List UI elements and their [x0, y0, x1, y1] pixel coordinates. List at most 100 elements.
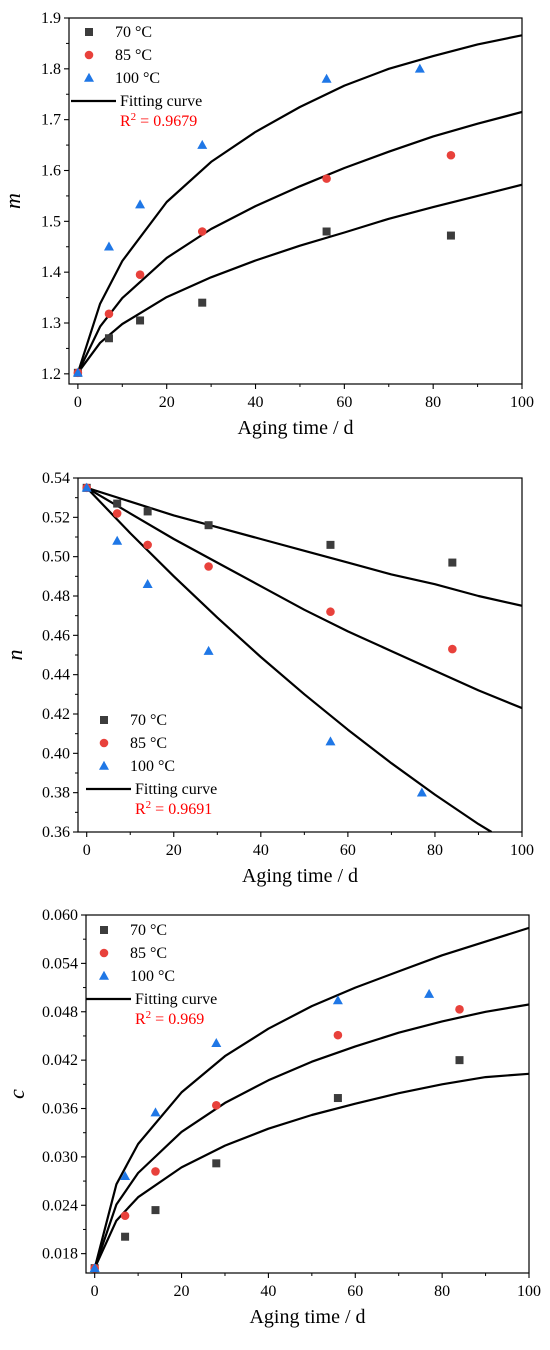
data-point — [197, 227, 207, 236]
x-tick-label: 20 — [166, 842, 182, 859]
data-point — [333, 1030, 343, 1040]
legend-marker — [100, 716, 108, 724]
legend-label: 85 °C — [130, 945, 167, 962]
data-point — [325, 736, 336, 746]
legend-marker — [100, 926, 108, 934]
data-point — [322, 174, 331, 183]
y-tick-label: 1.8 — [41, 61, 61, 78]
x-tick-label: 80 — [434, 1283, 450, 1300]
y-tick-label: 1.5 — [41, 213, 61, 230]
x-tick-label: 40 — [248, 394, 264, 411]
fit-curve-2 — [76, 110, 522, 374]
fit-curves — [76, 34, 522, 374]
data-point — [321, 73, 332, 83]
data-point — [204, 521, 213, 530]
y-tick-label: 0.42 — [42, 706, 70, 723]
legend-marker — [99, 760, 109, 770]
data-point — [89, 1262, 100, 1272]
x-tick-label: 20 — [159, 394, 175, 411]
y-tick-label: 0.48 — [42, 588, 70, 605]
y-tick-label: 1.7 — [41, 112, 61, 129]
data-point — [448, 644, 457, 654]
x-tick-label: 60 — [340, 842, 356, 859]
data-point — [332, 995, 343, 1005]
y-tick-label: 0.018 — [42, 1246, 78, 1263]
data-point — [104, 334, 113, 343]
y-tick-label: 1.4 — [41, 264, 61, 281]
legend-label: 100 °C — [130, 758, 175, 775]
legend-marker — [99, 738, 109, 748]
y-tick-label: 0.54 — [42, 470, 70, 487]
y-axis-label: n — [2, 650, 27, 661]
fit-curve-1 — [77, 183, 522, 374]
data-point — [211, 1100, 221, 1110]
x-tick-label: 80 — [425, 394, 441, 411]
data-point — [455, 1005, 464, 1014]
y-tick-label: 1.3 — [41, 315, 61, 332]
data-point — [143, 507, 152, 516]
data-point — [416, 787, 427, 797]
x-axis-label: Aging time / d — [237, 417, 353, 439]
data-point — [120, 1171, 131, 1181]
fit-curve-1 — [86, 486, 522, 607]
data-point — [212, 1159, 221, 1168]
plot-frame — [68, 17, 523, 385]
plot-frame — [85, 914, 530, 1274]
data-point — [142, 579, 153, 588]
data-point — [135, 199, 146, 209]
data-point — [203, 645, 214, 655]
fit-curve-1 — [93, 1072, 529, 1269]
x-tick-label: 80 — [427, 842, 443, 859]
x-tick-label: 60 — [336, 394, 352, 411]
data-point — [151, 1206, 160, 1215]
r-squared-annotation: R2 = 0.9691 — [135, 799, 212, 818]
x-tick-label: 100 — [510, 394, 534, 411]
data-point — [211, 1038, 222, 1048]
legend-label: 100 °C — [130, 968, 175, 985]
data-point — [198, 298, 207, 307]
data-point — [455, 1056, 464, 1065]
y-tick-label: 0.44 — [42, 667, 70, 684]
legend-marker — [84, 72, 94, 82]
legend-label: 70 °C — [130, 922, 167, 939]
data-point — [326, 540, 335, 549]
chart-panel-2: 0 20 40 60 80 100 0.36 0.38 0.40 0.42 0.44 0.46 0.48… — [2, 470, 534, 887]
data-point — [150, 1107, 161, 1117]
x-axis-label: Aging time / d — [249, 1306, 365, 1328]
y-axis-label: m — [0, 193, 25, 209]
data-point — [414, 63, 425, 73]
data-point — [333, 1094, 342, 1103]
y-tick-label: 0.030 — [42, 1149, 78, 1166]
fit-curve-2 — [93, 1003, 529, 1269]
y-tick-label: 0.060 — [42, 907, 78, 924]
data-point — [446, 231, 455, 240]
x-tick-label: 0 — [83, 842, 91, 859]
y-tick-label: 0.036 — [42, 1101, 78, 1118]
legend-fit-label: Fitting curve — [120, 93, 202, 110]
y-tick-label: 0.048 — [42, 1004, 78, 1021]
data-point — [112, 535, 123, 545]
data-point — [151, 1167, 160, 1176]
x-tick-label: 0 — [91, 1283, 99, 1300]
legend-marker — [84, 50, 94, 60]
legend-label: 70 °C — [130, 712, 167, 729]
data-point — [72, 367, 83, 377]
y-tick-label: 0.52 — [42, 509, 70, 526]
fit-curve-3 — [85, 487, 493, 832]
y-tick-label: 0.50 — [42, 549, 70, 566]
legend-label: 70 °C — [115, 24, 152, 41]
x-tick-label: 40 — [260, 1283, 276, 1300]
x-tick-label: 100 — [517, 1283, 541, 1300]
data-point — [135, 270, 145, 280]
data-point — [446, 150, 456, 160]
data-point — [143, 540, 152, 550]
data-point — [103, 241, 114, 251]
legend-marker — [99, 948, 109, 958]
data-point — [120, 1211, 130, 1221]
data-point — [448, 558, 457, 567]
legend-label: 100 °C — [115, 70, 160, 87]
legend-fit-label: Fitting curve — [135, 991, 217, 1008]
